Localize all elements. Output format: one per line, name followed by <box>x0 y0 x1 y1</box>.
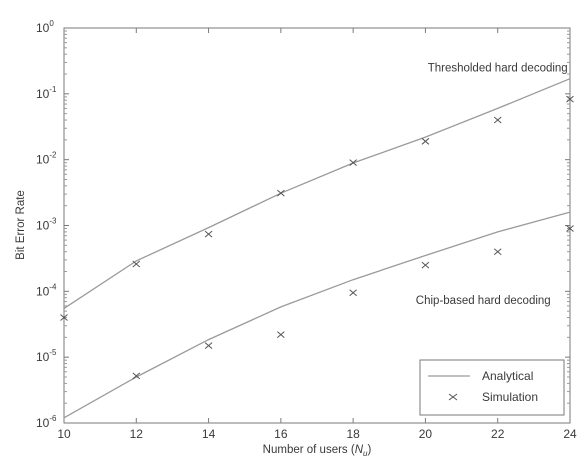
simulation-point <box>421 261 430 269</box>
plot-frame <box>63 27 571 424</box>
simulation-point <box>60 314 68 321</box>
x-axis-label: Number of users (Nu) <box>263 444 372 458</box>
simulation-point <box>204 230 213 238</box>
annotation-chip-based: Chip-based hard decoding <box>416 295 551 307</box>
y-tick-label: 10-6 <box>36 414 57 430</box>
x-tick-label: 14 <box>202 427 216 441</box>
y-tick-label: 10-5 <box>36 348 57 364</box>
simulation-point <box>421 137 430 145</box>
series-layer <box>60 78 574 419</box>
simulation-point <box>566 225 574 232</box>
y-tick-label: 10-4 <box>36 282 57 298</box>
tick-marks <box>63 27 571 424</box>
legend-marker-swatch <box>448 393 458 401</box>
y-tick-label: 10-2 <box>36 151 57 167</box>
simulation-point <box>493 248 502 256</box>
y-tick-label: 10-1 <box>36 85 57 101</box>
simulation-point <box>132 260 141 268</box>
x-tick-label: 10 <box>57 427 71 441</box>
simulation-point <box>132 372 141 380</box>
simulation-point <box>277 189 285 197</box>
simulation-point <box>204 342 213 349</box>
x-tick-label: 24 <box>563 427 577 441</box>
legend-box <box>419 359 565 416</box>
analytical-curve-1 <box>63 211 571 419</box>
analytical-curve-0 <box>63 78 571 309</box>
simulation-point <box>349 159 357 167</box>
x-tick-label: 16 <box>274 427 288 441</box>
x-tick-label: 22 <box>491 427 505 441</box>
y-tick-labels: 10-6 10-5 10-4 10-3 10-2 10-1 100 <box>36 19 57 430</box>
y-tick-label: 10-3 <box>36 217 57 233</box>
simulation-point <box>277 331 285 339</box>
legend-label-simulation: Simulation <box>482 390 538 404</box>
x-tick-label: 18 <box>346 427 360 441</box>
annotation-thresholded: Thresholded hard decoding <box>428 62 568 74</box>
y-tick-label: 100 <box>36 19 54 35</box>
legend: Analytical Simulation <box>419 359 565 416</box>
simulation-point <box>566 95 574 103</box>
simulation-point <box>349 289 357 297</box>
y-axis-label: Bit Error Rate <box>15 190 27 260</box>
x-tick-label: 12 <box>130 427 144 441</box>
legend-label-analytical: Analytical <box>482 369 533 383</box>
simulation-point <box>493 116 502 124</box>
x-tick-label: 20 <box>419 427 433 441</box>
x-tick-labels: 10 12 14 16 18 20 22 24 <box>57 427 577 441</box>
